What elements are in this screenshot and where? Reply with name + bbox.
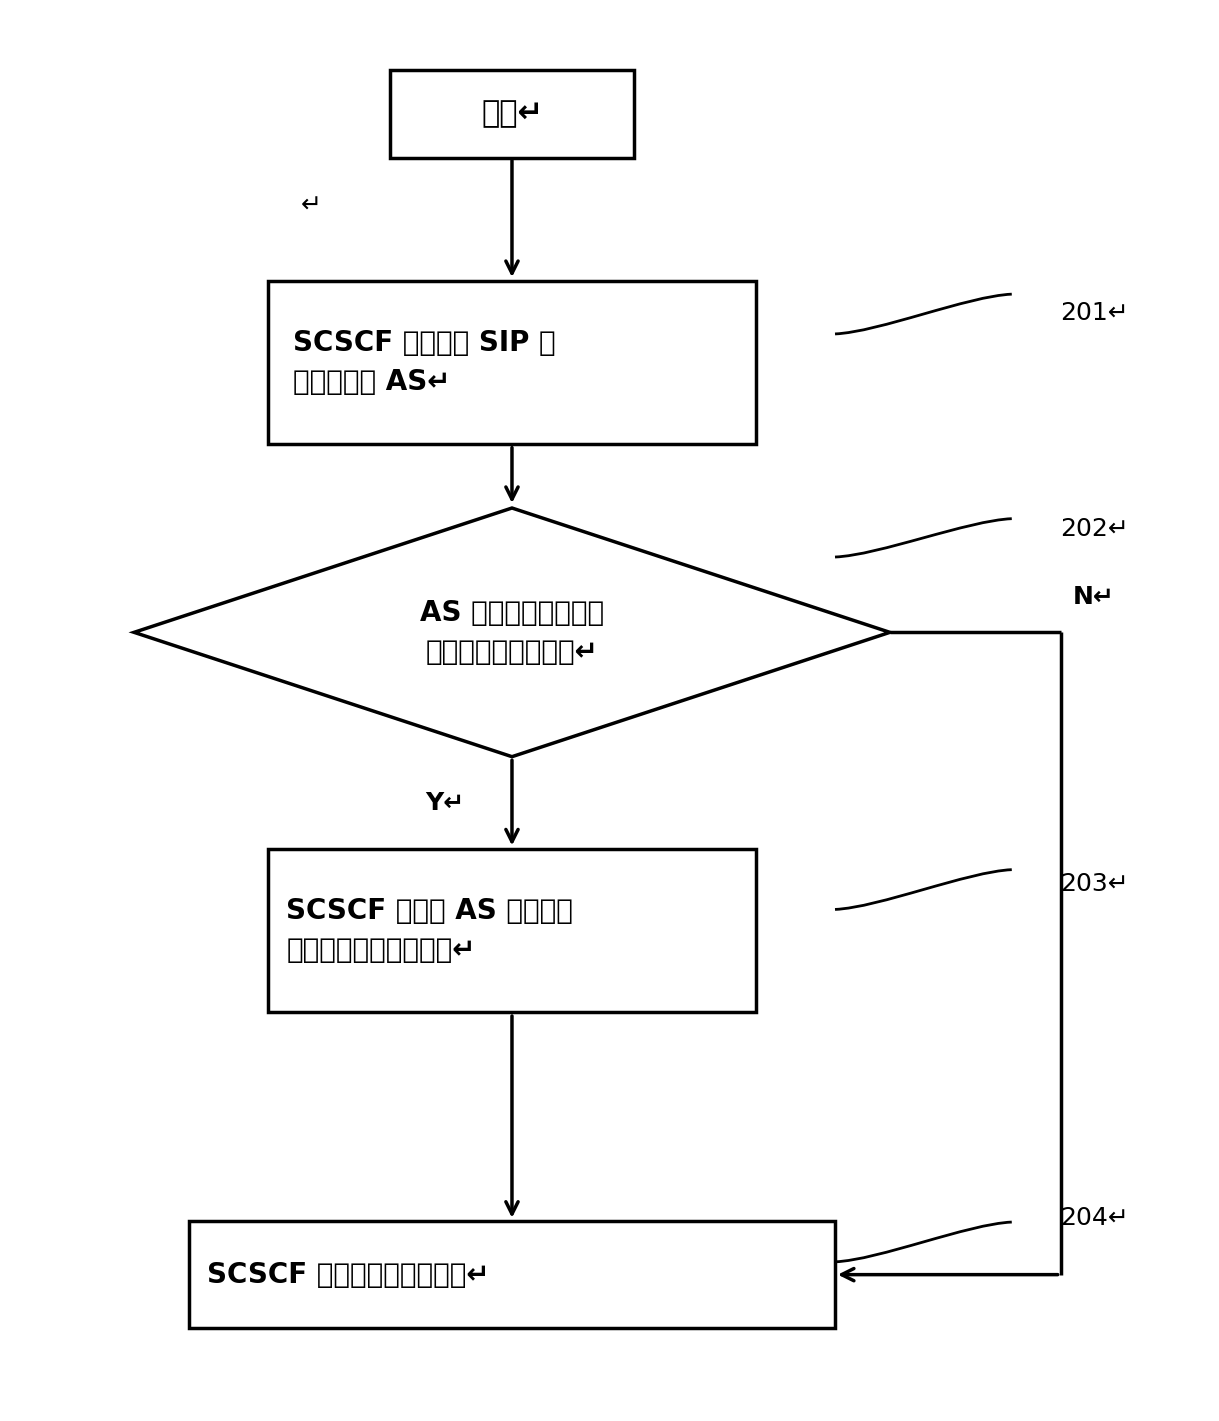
- Text: 204↵: 204↵: [1061, 1206, 1130, 1229]
- Text: 202↵: 202↵: [1061, 517, 1130, 540]
- FancyBboxPatch shape: [189, 1221, 835, 1327]
- Text: 开始↵: 开始↵: [482, 99, 542, 128]
- Text: SCSCF 记录此 AS 禁止触发
的请求消息和响应消息↵: SCSCF 记录此 AS 禁止触发 的请求消息和响应消息↵: [286, 897, 573, 965]
- Text: ↵: ↵: [300, 195, 322, 217]
- Text: Y↵: Y↵: [425, 791, 464, 814]
- Polygon shape: [134, 507, 890, 756]
- Text: N↵: N↵: [1073, 585, 1114, 608]
- FancyBboxPatch shape: [268, 850, 756, 1012]
- Text: AS 返回消息中携带禁
止后续触发消息列表↵: AS 返回消息中携带禁 止后续触发消息列表↵: [419, 598, 605, 666]
- Text: SCSCF 收到初始 SIP 消
息，触发到 AS↵: SCSCF 收到初始 SIP 消 息，触发到 AS↵: [293, 328, 555, 396]
- FancyBboxPatch shape: [390, 70, 634, 158]
- FancyBboxPatch shape: [268, 281, 756, 443]
- Text: SCSCF 对被叫号码进行路由↵: SCSCF 对被叫号码进行路由↵: [207, 1260, 490, 1289]
- Text: 203↵: 203↵: [1061, 872, 1129, 895]
- Text: 201↵: 201↵: [1061, 301, 1129, 324]
